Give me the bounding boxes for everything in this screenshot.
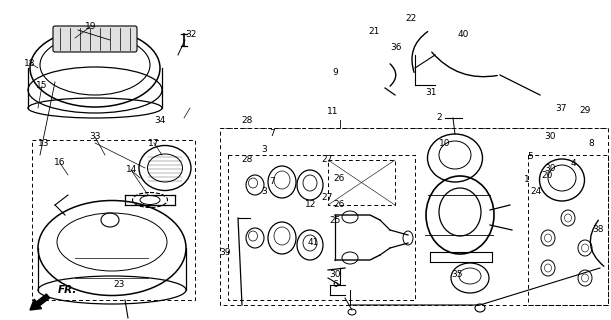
Text: 25: 25: [329, 216, 340, 225]
Text: 15: 15: [36, 81, 47, 90]
Text: 24: 24: [531, 187, 542, 196]
Text: 27: 27: [321, 193, 332, 202]
Text: 1: 1: [524, 175, 530, 184]
Text: 26: 26: [334, 174, 345, 183]
Text: 34: 34: [155, 116, 166, 125]
Text: 16: 16: [54, 158, 65, 167]
Text: 17: 17: [148, 139, 159, 148]
Text: 29: 29: [580, 106, 591, 115]
Text: 6: 6: [332, 280, 338, 289]
Text: 10: 10: [439, 139, 450, 148]
Text: 30: 30: [544, 164, 555, 173]
Text: 5: 5: [527, 152, 533, 161]
Text: 26: 26: [334, 200, 345, 209]
Text: 12: 12: [305, 200, 316, 209]
Text: 13: 13: [38, 139, 49, 148]
Text: 38: 38: [592, 225, 603, 234]
FancyBboxPatch shape: [53, 26, 137, 52]
Text: 28: 28: [242, 116, 253, 125]
Text: 11: 11: [327, 107, 338, 116]
Text: 7: 7: [269, 177, 275, 186]
Text: 14: 14: [126, 165, 137, 174]
Text: 18: 18: [24, 59, 35, 68]
Text: 36: 36: [390, 43, 401, 52]
Text: 19: 19: [85, 22, 96, 31]
Text: 37: 37: [555, 104, 566, 113]
Text: 31: 31: [425, 88, 436, 97]
Text: 30: 30: [329, 270, 340, 279]
Text: 23: 23: [114, 280, 125, 289]
Text: 39: 39: [219, 248, 230, 257]
Text: 40: 40: [458, 30, 469, 39]
Text: 32: 32: [185, 30, 196, 39]
Text: 41: 41: [307, 238, 318, 247]
Text: 9: 9: [332, 68, 338, 77]
Text: 2: 2: [436, 113, 442, 122]
Text: 22: 22: [405, 14, 416, 23]
Text: 35: 35: [452, 270, 463, 279]
Text: 8: 8: [588, 139, 595, 148]
FancyArrow shape: [30, 294, 49, 310]
Text: 3: 3: [261, 145, 267, 154]
Text: 27: 27: [321, 155, 332, 164]
Text: 33: 33: [89, 132, 100, 141]
Text: 30: 30: [544, 132, 555, 141]
Text: 4: 4: [570, 159, 576, 168]
Text: 28: 28: [242, 155, 253, 164]
Text: FR.: FR.: [58, 285, 78, 295]
Text: 3: 3: [261, 187, 267, 196]
Text: 20: 20: [541, 171, 552, 180]
Text: 7: 7: [269, 129, 275, 138]
Text: 21: 21: [368, 27, 379, 36]
